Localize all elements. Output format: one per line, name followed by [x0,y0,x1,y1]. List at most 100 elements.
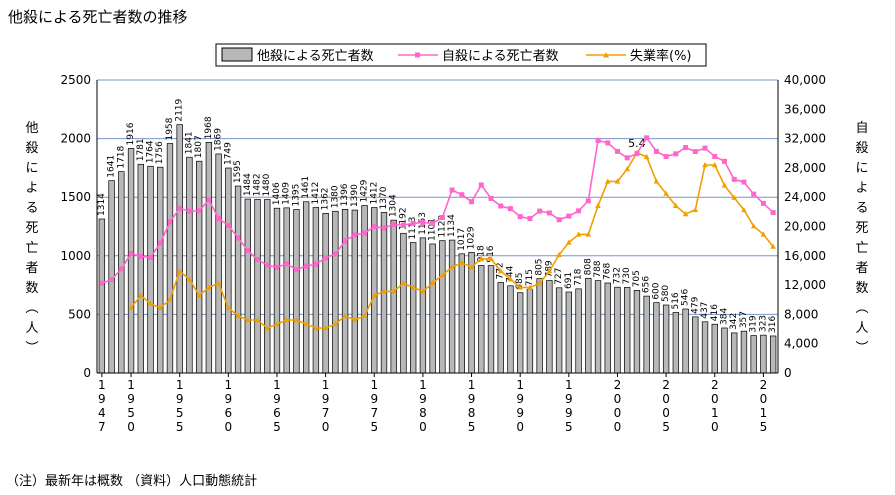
suicide-point [653,148,659,154]
bar-value-label: 1101 [428,218,438,241]
bar-value-label: 1781 [136,138,146,161]
right-tick-label: 40,000 [784,73,826,87]
unemployment-point [614,178,621,184]
bar [166,143,174,374]
bar [740,330,748,374]
unemployment-point [556,251,562,257]
bar-value-label: 916 [486,245,496,262]
unemployment-point [410,284,416,290]
bar-value-label: 357 [739,311,749,328]
bar [487,265,495,374]
suicide-point [673,151,679,157]
bar [701,321,709,374]
bar [526,288,534,374]
bar [147,165,154,374]
unemployment-point [517,284,523,290]
suicide-point [255,257,261,263]
unemployment-point [313,325,319,331]
suicide-point [692,149,698,155]
legend-swatch-homicide [221,47,253,62]
bar-value-label: 730 [622,267,632,284]
right-tick-label: 16,000 [784,249,826,263]
suicide-point [556,217,562,223]
bar [478,265,485,374]
suicide-point [566,213,572,219]
suicide-point [138,253,144,259]
suicide-point [731,176,737,182]
bar [371,207,378,374]
left-tick-label: 0 [83,366,91,380]
bar-value-label: 1304 [389,194,399,217]
suicide-point [576,208,582,214]
unemployment-point [157,304,163,310]
bar [536,278,543,374]
unemployment-point [390,288,397,294]
bar [448,239,456,374]
suicide-point [459,192,465,198]
bar-value-label: 1017 [457,228,467,251]
suicide-point [663,154,669,160]
bar-value-label: 685 [515,273,525,290]
bar-value-label: 1390 [350,184,360,207]
unemployment-point [293,317,300,323]
suicide-point [206,197,212,203]
bar [614,286,621,374]
unemployment-point [254,317,261,323]
legend: 他殺による死亡者数 自殺による死亡者数 失業率(%) [215,43,707,67]
bar-value-label: 1916 [126,122,136,145]
bar [468,252,475,374]
unemployment-point [673,202,679,208]
bar [264,199,271,374]
bar-value-label: 1412 [369,182,379,205]
bar-value-label: 808 [583,258,593,275]
bar [662,304,670,374]
bar [195,160,203,374]
unemployment-point [624,166,630,172]
unemployment-point [147,300,154,306]
bar-value-label: 1429 [360,179,370,202]
suicide-point [770,210,776,216]
bar-value-label: 1129 [437,215,447,238]
bar-value-label: 1749 [223,142,233,165]
right-tick-label: 8,000 [784,307,818,321]
bar-value-label: 516 [671,292,681,309]
suicide-point [186,208,192,214]
suicide-point [128,251,134,257]
suicide-point [332,251,338,257]
bar-value-label: 1641 [107,155,117,178]
bar [205,142,213,374]
bar-value-label: 715 [525,269,535,286]
bar [312,207,320,374]
bar [118,171,125,374]
bar-value-label: 918 [476,245,486,262]
suicide-point [410,220,416,226]
unemployment-point [361,312,368,319]
bar [322,213,329,374]
unemployment-point [332,321,339,327]
unemployment-point [682,211,689,217]
unemployment-point [741,206,747,213]
suicide-point [293,267,299,273]
right-tick-label: 0 [784,366,792,380]
unemployment-point [322,325,329,331]
suicide-point [167,219,173,225]
bar-value-label: 768 [603,263,613,280]
bar [419,237,427,374]
unemployment-point [488,255,494,261]
unemployment-point [497,268,504,274]
unemployment-point [731,194,737,200]
suicide-point [712,154,718,160]
bar-value-label: 1370 [379,186,389,209]
unemployment-point [176,268,183,274]
suicide-point [605,140,611,146]
bar-value-label: 732 [612,267,622,284]
unemployment-point [420,288,426,294]
bar [575,288,582,374]
unemployment-point [605,178,611,184]
suicide-point [264,262,270,268]
bar-value-label: 1595 [233,160,243,183]
